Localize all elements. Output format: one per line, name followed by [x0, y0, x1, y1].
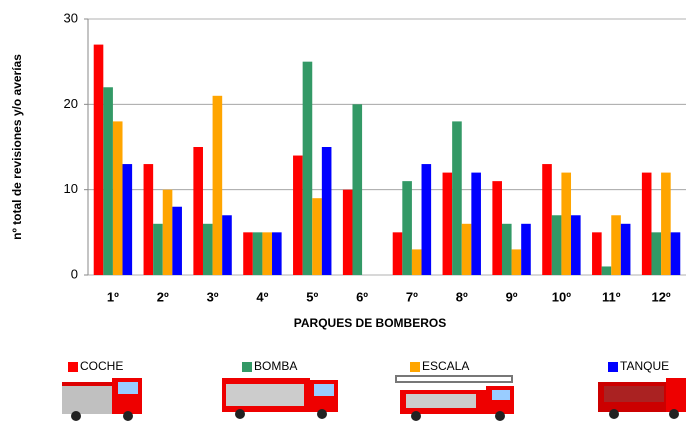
legend-swatch [242, 362, 252, 372]
bar [293, 155, 303, 275]
x-tick-label: 5º [306, 289, 318, 304]
bar [312, 198, 322, 275]
x-tick-label: 11º [602, 289, 621, 304]
bar [471, 172, 481, 275]
bar [143, 164, 154, 275]
x-tick-label: 10º [552, 289, 571, 304]
bar [461, 223, 472, 275]
bar [561, 172, 572, 275]
bar [651, 232, 662, 275]
legend-label: BOMBA [254, 359, 297, 373]
bar [501, 223, 512, 275]
bar [392, 232, 403, 275]
y-axis-label: nº total de revisiones y/o averías [10, 54, 24, 240]
bar [352, 104, 363, 275]
bar [492, 181, 502, 275]
bar [262, 232, 273, 275]
bar [571, 215, 581, 275]
bar [202, 223, 213, 275]
bar [620, 223, 631, 275]
x-tick-label: 6º [356, 289, 368, 304]
bar [193, 147, 203, 275]
legend-swatch [68, 362, 78, 372]
truck-escala [395, 375, 514, 421]
bar [670, 232, 681, 275]
bar [252, 232, 263, 275]
x-tick-label: 8º [456, 289, 468, 304]
bar [321, 147, 332, 275]
y-tick-label: 30 [64, 10, 78, 25]
legend-label: COCHE [80, 359, 123, 373]
bar [112, 121, 123, 276]
legend-swatch [608, 362, 618, 372]
truck-tanque [598, 378, 686, 419]
bar [402, 181, 412, 275]
truck-bomba [222, 378, 338, 419]
bar [661, 172, 671, 275]
bar [551, 215, 562, 275]
bar [302, 61, 313, 275]
bar [442, 172, 453, 275]
bar [601, 266, 612, 275]
bar [421, 164, 432, 275]
legend-swatch [410, 362, 420, 372]
legend-label: ESCALA [422, 359, 469, 373]
bar [172, 206, 182, 275]
bar [162, 189, 173, 275]
bar [342, 189, 353, 275]
x-tick-label: 4º [256, 289, 268, 304]
y-tick-label: 0 [71, 266, 78, 281]
y-tick-label: 20 [64, 96, 78, 111]
x-tick-label: 9º [506, 289, 518, 304]
bar [153, 223, 163, 275]
bar [93, 44, 104, 275]
truck-coche [62, 378, 142, 421]
y-tick-label: 10 [64, 181, 78, 196]
x-tick-label: 1º [107, 289, 119, 304]
x-axis-label: PARQUES DE BOMBEROS [294, 316, 446, 330]
bar [452, 121, 462, 276]
bar [611, 215, 621, 275]
bar [243, 232, 253, 275]
bar [511, 249, 522, 275]
bar [521, 223, 531, 275]
bar [542, 164, 552, 275]
x-tick-label: 7º [406, 289, 418, 304]
bar [592, 232, 602, 275]
bar [411, 249, 422, 275]
x-tick-label: 3º [207, 289, 219, 304]
bar [272, 232, 282, 275]
bar [122, 164, 133, 275]
bar [222, 215, 232, 275]
x-tick-label: 12º [651, 289, 670, 304]
bar [641, 172, 652, 275]
truck-icons [62, 375, 686, 421]
x-tick-label: 2º [157, 289, 169, 304]
bar [212, 95, 223, 275]
legend-label: TANQUE [620, 359, 669, 373]
bar [103, 87, 113, 276]
